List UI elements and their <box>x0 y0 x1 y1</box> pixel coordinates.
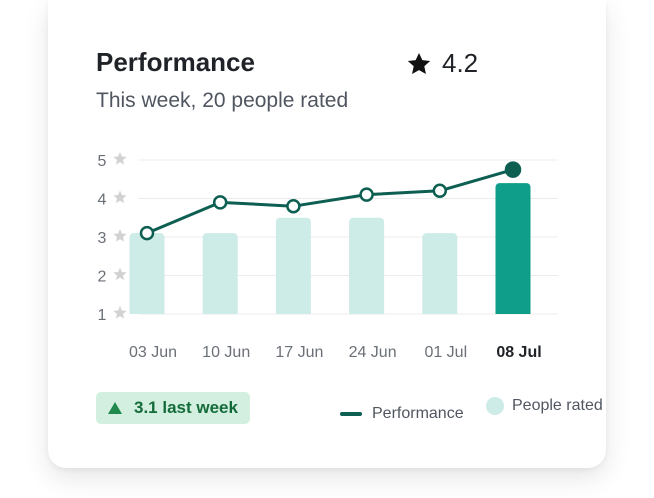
x-tick-label: 17 Jun <box>275 344 323 361</box>
y-tick-label: 4 <box>98 192 107 209</box>
y-tick-label: 5 <box>98 153 107 170</box>
legend-label-performance: Performance <box>372 405 464 422</box>
data-point <box>359 187 374 202</box>
bar-base <box>422 310 458 314</box>
bar-base <box>129 310 165 314</box>
bar-base <box>275 310 311 314</box>
bar <box>422 233 458 314</box>
data-point <box>139 225 155 241</box>
star-icon <box>113 306 127 319</box>
data-point <box>432 183 448 199</box>
bar-base <box>349 310 385 314</box>
card-title: Performance <box>96 47 255 77</box>
line-swatch <box>340 412 362 416</box>
change-text: 3.1 last week <box>134 398 238 417</box>
bar-base <box>495 310 531 314</box>
star-icon <box>407 52 431 74</box>
card-subtitle: This week, 20 people rated <box>96 89 349 112</box>
chart-legend: 3.1 last week Performance People rated <box>96 392 606 424</box>
x-tick-label: 24 Jun <box>349 344 397 361</box>
y-tick-label: 3 <box>98 230 107 247</box>
data-point <box>212 195 228 210</box>
performance-card: Performance 4.2 This week, 20 people rat… <box>48 0 606 468</box>
legend-item-people-rated: People rated <box>486 397 603 415</box>
bar <box>495 183 531 314</box>
bar <box>202 233 238 314</box>
bar-base <box>202 310 238 314</box>
x-tick-label: 03 Jun <box>129 344 177 361</box>
y-tick-label: 2 <box>98 269 107 286</box>
legend-item-performance: Performance <box>340 405 464 423</box>
bar <box>129 233 165 314</box>
triangle-up-icon <box>108 402 122 414</box>
x-tick-label: 01 Jul <box>424 344 467 361</box>
rating-value: 4.2 <box>442 48 479 78</box>
star-icon <box>113 152 127 165</box>
star-icon <box>113 267 127 281</box>
x-tick-label: 10 Jun <box>202 344 250 361</box>
series-line-performance <box>145 168 515 235</box>
star-icon <box>113 190 127 204</box>
rating-summary: 4.2 <box>406 48 478 79</box>
y-tick-label: 1 <box>98 307 107 324</box>
star-icon <box>113 229 127 242</box>
dot-swatch <box>486 397 504 415</box>
performance-chart: 1 2 3 4 5 03 Jun 10 Jun 17 Jun 24 Jun 01 Jul 08 Ju… <box>98 152 558 361</box>
x-tick-label: 08 Jul <box>496 344 541 361</box>
data-point <box>504 161 522 178</box>
legend-label-people-rated: People rated <box>512 397 603 414</box>
change-badge: 3.1 last week <box>96 392 250 424</box>
bar <box>275 217 311 314</box>
data-point <box>286 198 301 214</box>
bar <box>349 217 385 314</box>
